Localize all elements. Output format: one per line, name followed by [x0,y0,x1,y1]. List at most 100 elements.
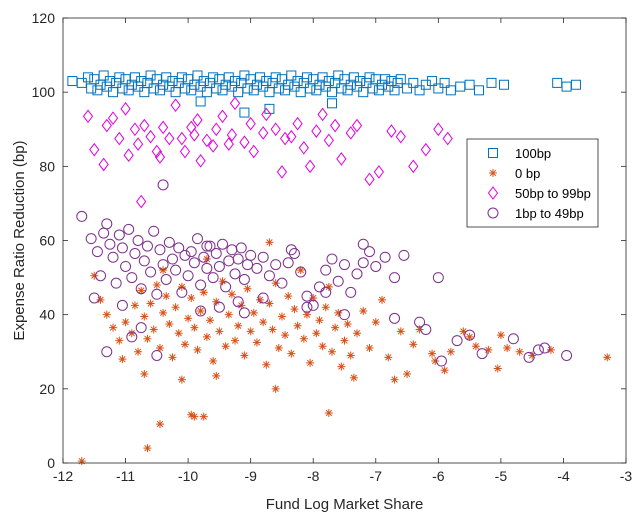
data-point [389,85,400,96]
data-point [299,334,308,343]
data-point [155,344,164,353]
data-point [176,131,187,146]
data-point [315,316,324,325]
data-point [170,98,181,112]
data-point [370,260,382,272]
data-point [395,74,406,85]
data-point [152,281,161,289]
data-point [290,305,299,314]
data-point [329,118,341,133]
data-point [151,144,162,159]
data-point [357,257,369,269]
data-point [261,107,272,122]
data-point [333,70,344,81]
data-point [353,329,362,338]
series-square [67,70,581,118]
data-point [129,122,141,137]
x-axis-label: Fund Log Market Share [266,496,424,513]
data-point [292,116,303,131]
data-point [192,113,203,127]
data-point [403,370,412,378]
data-point [433,122,444,137]
data-point [77,457,86,466]
data-point [415,325,424,334]
data-point [371,318,380,327]
legend-marker [487,207,499,219]
data-point [179,249,191,261]
data-point [164,131,175,146]
x-tick-label: -9 [244,468,257,484]
data-point [145,129,156,144]
data-point [120,102,131,116]
data-point [323,76,334,87]
data-point [217,238,229,250]
data-point [120,260,132,272]
data-point [465,332,474,341]
data-point [208,139,219,153]
data-point [320,264,332,276]
data-point [159,266,168,275]
data-point [336,152,347,166]
data-point [184,314,193,323]
data-point [177,375,186,384]
data-point [212,371,221,380]
data-point [277,312,286,321]
data-point [357,238,369,250]
data-point [235,242,247,254]
legend-entry: 50bp to 99bp [487,186,591,201]
data-point [190,323,199,332]
data-point [180,340,189,349]
data-point [313,281,325,293]
data-point [157,259,169,271]
data-point [88,292,100,304]
series-circle [76,179,573,367]
data-point [202,332,211,341]
data-point [380,74,391,85]
data-point [155,420,164,429]
data-point [127,329,136,338]
data-point [136,76,147,87]
data-point [159,308,168,317]
data-point [157,120,169,135]
data-point [396,327,405,336]
x-tick-label: -6 [432,468,445,484]
data-point [91,246,103,258]
data-point [104,238,116,250]
data-point [432,272,444,284]
data-point [114,72,125,83]
data-point [245,116,256,131]
data-point [286,129,297,144]
data-point [82,109,94,124]
data-point [256,295,265,304]
data-point [157,179,169,191]
data-point [270,259,282,271]
data-point [431,357,440,366]
data-point [318,342,327,351]
data-point [326,253,338,265]
legend-entry: 0 bp [489,166,540,181]
data-point [224,310,233,319]
data-point [331,323,340,332]
data-point [343,319,352,328]
data-point [188,257,200,269]
data-point [210,247,222,259]
data-point [451,335,463,347]
data-point [95,270,107,282]
data-point [226,127,238,142]
data-point [248,144,259,159]
data-point [126,331,138,343]
data-point [312,329,321,338]
y-tick-label: 60 [39,233,55,249]
data-point [473,85,484,96]
data-point [295,266,307,278]
data-point [196,306,205,315]
data-point [198,251,210,263]
data-point [143,334,152,343]
data-point [89,142,100,157]
data-point [238,273,250,285]
data-point [339,309,350,321]
data-point [339,259,350,271]
data-point [359,306,368,315]
x-tick-label: -10 [178,468,198,484]
